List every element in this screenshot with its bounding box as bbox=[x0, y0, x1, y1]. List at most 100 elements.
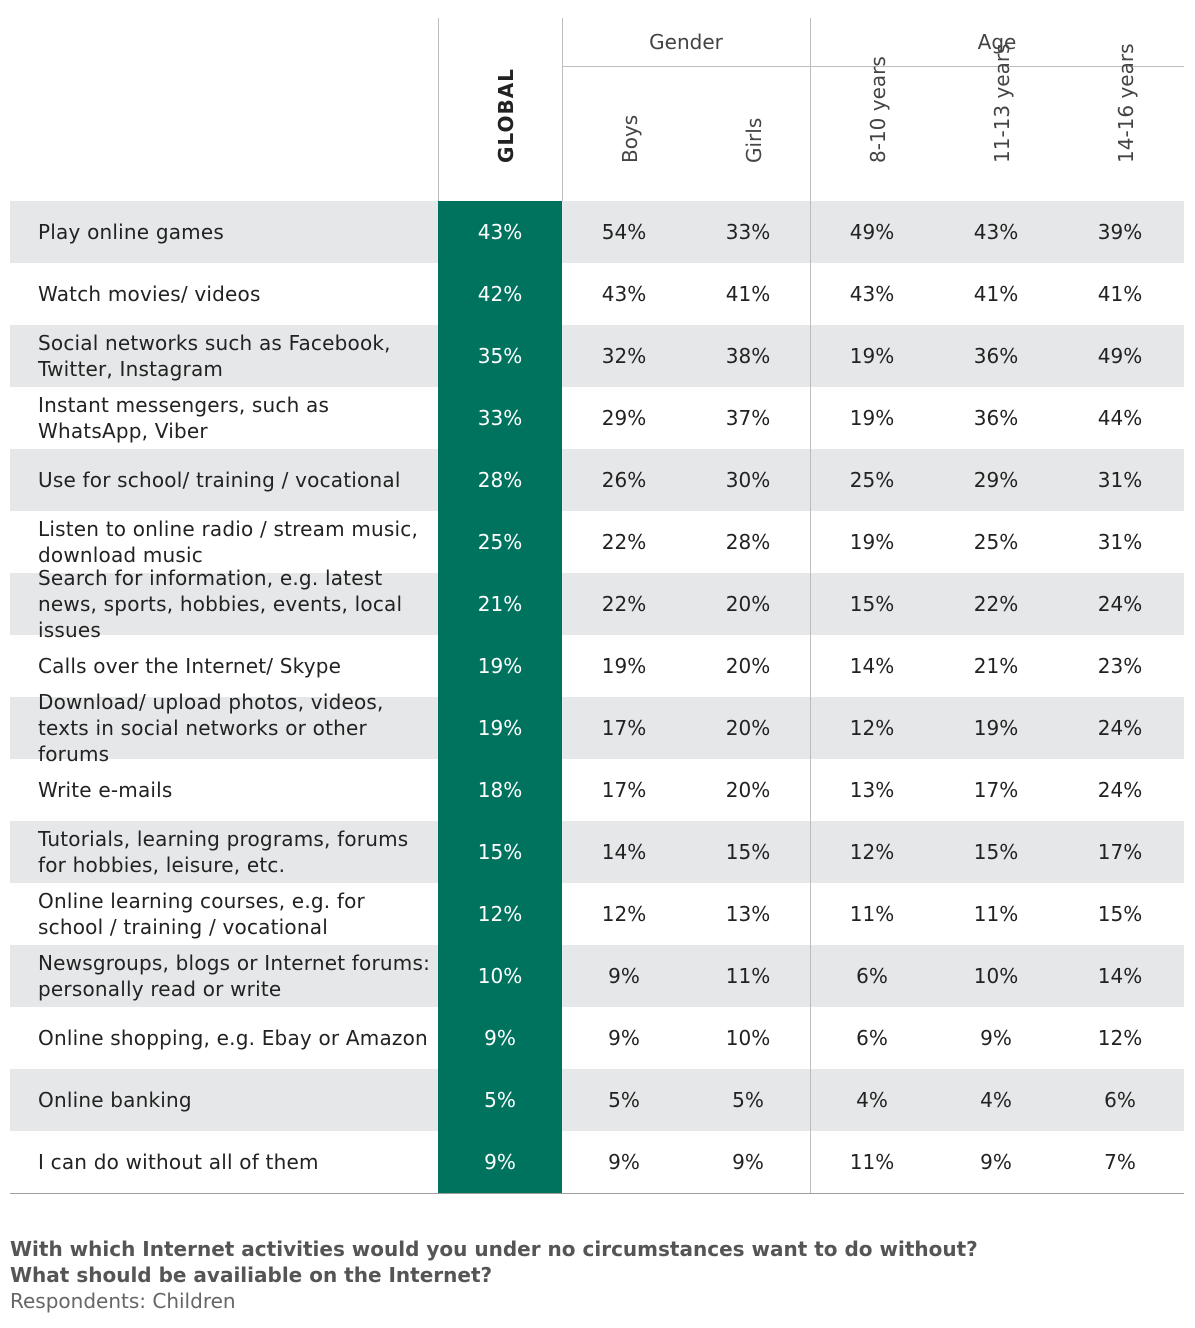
cell-boys: 22% bbox=[601, 530, 647, 554]
table-row: Social networks such as Facebook, Twitte… bbox=[10, 325, 1184, 387]
cell-boys: 17% bbox=[601, 716, 647, 740]
group-label-age: Age bbox=[977, 30, 1017, 54]
cell-girls: 11% bbox=[725, 964, 771, 988]
column-header-boys: Boys bbox=[618, 114, 642, 163]
cell-age-8-10: 13% bbox=[849, 778, 895, 802]
table-row: Online banking 5% 5% 5% 4% 4% 6% bbox=[10, 1069, 1184, 1131]
age-divider bbox=[810, 697, 811, 759]
age-divider bbox=[810, 201, 811, 263]
row-label: Play online games bbox=[38, 220, 224, 244]
cell-global: 28% bbox=[438, 449, 562, 511]
column-header-global: GLOBAL bbox=[494, 68, 518, 163]
cell-age-14-16: 44% bbox=[1097, 406, 1143, 430]
cell-age-14-16: 23% bbox=[1097, 654, 1143, 678]
age-divider bbox=[810, 759, 811, 821]
column-header-girls: Girls bbox=[742, 117, 766, 163]
cell-age-8-10: 4% bbox=[856, 1088, 888, 1112]
row-label: Tutorials, learning programs, forums for… bbox=[38, 827, 409, 877]
row-label: Search for information, e.g. latest news… bbox=[38, 566, 403, 642]
column-header-age-8-10: 8-10 years bbox=[866, 56, 890, 163]
cell-age-11-13: 4% bbox=[980, 1088, 1012, 1112]
cell-girls: 20% bbox=[725, 654, 771, 678]
age-divider bbox=[810, 1069, 811, 1131]
cell-global: 15% bbox=[438, 821, 562, 883]
gender-group-rule bbox=[562, 66, 810, 67]
cell-age-11-13: 36% bbox=[973, 344, 1019, 368]
age-divider bbox=[810, 387, 811, 449]
cell-boys: 9% bbox=[608, 1150, 640, 1174]
respondents-note: Respondents: Children bbox=[10, 1289, 236, 1313]
cell-girls: 20% bbox=[725, 778, 771, 802]
age-divider bbox=[810, 263, 811, 325]
cell-age-11-13: 41% bbox=[973, 282, 1019, 306]
cell-age-8-10: 43% bbox=[849, 282, 895, 306]
row-label: Newsgroups, blogs or Internet forums: pe… bbox=[38, 951, 431, 1001]
cell-age-14-16: 24% bbox=[1097, 778, 1143, 802]
table-row: Write e-mails 18% 17% 20% 13% 17% 24% bbox=[10, 759, 1184, 821]
cell-global: 9% bbox=[438, 1007, 562, 1069]
cell-age-14-16: 14% bbox=[1097, 964, 1143, 988]
cell-age-11-13: 17% bbox=[973, 778, 1019, 802]
age-divider bbox=[810, 449, 811, 511]
cell-age-11-13: 22% bbox=[973, 592, 1019, 616]
table-row: Tutorials, learning programs, forums for… bbox=[10, 821, 1184, 883]
cell-global: 21% bbox=[438, 573, 562, 635]
cell-boys: 22% bbox=[601, 592, 647, 616]
cell-age-14-16: 39% bbox=[1097, 220, 1143, 244]
cell-boys: 43% bbox=[601, 282, 647, 306]
cell-girls: 37% bbox=[725, 406, 771, 430]
cell-age-8-10: 49% bbox=[849, 220, 895, 244]
table-row: Play online games 43% 54% 33% 49% 43% 39% bbox=[10, 201, 1184, 263]
cell-global: 12% bbox=[438, 883, 562, 945]
age-divider bbox=[810, 945, 811, 1007]
row-label: Listen to online radio / stream music, d… bbox=[38, 517, 419, 567]
cell-global: 43% bbox=[438, 201, 562, 263]
row-label: Online learning courses, e.g. for school… bbox=[38, 889, 365, 939]
table-header: Gender Age GLOBAL Boys Girls 8-10 years … bbox=[10, 18, 1184, 201]
cell-girls: 30% bbox=[725, 468, 771, 492]
column-header-age-14-16: 14-16 years bbox=[1114, 43, 1138, 163]
row-label: Social networks such as Facebook, Twitte… bbox=[38, 331, 391, 381]
table-row: Watch movies/ videos 42% 43% 41% 43% 41% 41% bbox=[10, 263, 1184, 325]
cell-boys: 32% bbox=[601, 344, 647, 368]
cell-boys: 12% bbox=[601, 902, 647, 926]
cell-global: 33% bbox=[438, 387, 562, 449]
cell-age-14-16: 24% bbox=[1097, 592, 1143, 616]
table-row: Online shopping, e.g. Ebay or Amazon 9% 9%… bbox=[10, 1007, 1184, 1069]
cell-girls: 5% bbox=[732, 1088, 764, 1112]
global-header-cell bbox=[438, 18, 562, 201]
cell-age-8-10: 6% bbox=[856, 964, 888, 988]
cell-age-11-13: 43% bbox=[973, 220, 1019, 244]
cell-global: 9% bbox=[438, 1131, 562, 1193]
row-label: Watch movies/ videos bbox=[38, 282, 261, 306]
cell-age-11-13: 10% bbox=[973, 964, 1019, 988]
table-row: I can do without all of them 9% 9% 9% 11% 9% 7… bbox=[10, 1131, 1184, 1193]
cell-global: 5% bbox=[438, 1069, 562, 1131]
column-header-age-11-13: 11-13 years bbox=[990, 43, 1014, 163]
cell-age-11-13: 11% bbox=[973, 902, 1019, 926]
cell-age-11-13: 15% bbox=[973, 840, 1019, 864]
cell-boys: 9% bbox=[608, 964, 640, 988]
table-row: Use for school/ training / vocational 28%… bbox=[10, 449, 1184, 511]
table-row: Download/ upload photos, videos, texts i… bbox=[10, 690, 1184, 766]
age-divider bbox=[810, 821, 811, 883]
age-divider bbox=[810, 635, 811, 697]
cell-boys: 19% bbox=[601, 654, 647, 678]
cell-age-14-16: 17% bbox=[1097, 840, 1143, 864]
table-row: Listen to online radio / stream music, d… bbox=[10, 511, 1184, 573]
cell-age-8-10: 11% bbox=[849, 902, 895, 926]
cell-boys: 54% bbox=[601, 220, 647, 244]
cell-age-11-13: 21% bbox=[973, 654, 1019, 678]
header-divider-global bbox=[562, 18, 563, 201]
row-label: Online shopping, e.g. Ebay or Amazon bbox=[38, 1026, 428, 1050]
cell-age-11-13: 36% bbox=[973, 406, 1019, 430]
cell-global: 10% bbox=[438, 945, 562, 1007]
age-divider bbox=[810, 1131, 811, 1193]
age-divider bbox=[810, 573, 811, 635]
table-row: Online learning courses, e.g. for school… bbox=[10, 883, 1184, 945]
cell-age-8-10: 19% bbox=[849, 344, 895, 368]
cell-age-11-13: 9% bbox=[980, 1026, 1012, 1050]
cell-age-8-10: 6% bbox=[856, 1026, 888, 1050]
footer: With which Internet activities would you… bbox=[10, 1236, 1110, 1314]
cell-girls: 38% bbox=[725, 344, 771, 368]
